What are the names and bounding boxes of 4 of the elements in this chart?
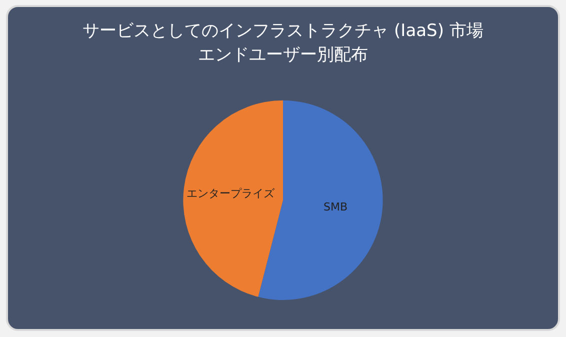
slice-label: SMB — [323, 200, 348, 214]
slice-label: エンタープライズ — [186, 187, 276, 200]
chart-title: サービスとしてのインフラストラクチャ (IaaS) 市場 — [82, 21, 484, 41]
chart-subtitle: エンドユーザー別配布 — [198, 45, 368, 65]
